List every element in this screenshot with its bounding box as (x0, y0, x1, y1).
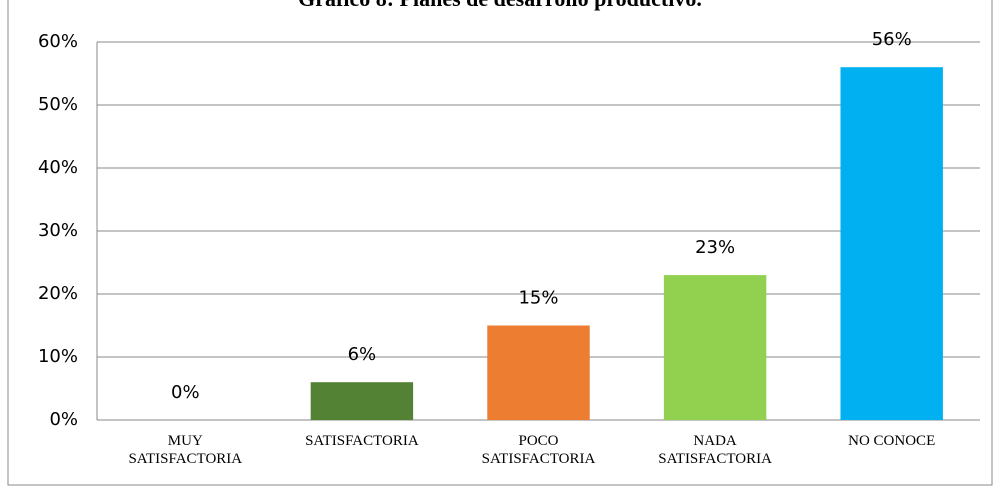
data-label: 23% (695, 237, 735, 258)
bar (663, 275, 767, 420)
data-label: 15% (518, 288, 558, 309)
bar (310, 382, 414, 420)
y-tick-label: 20% (38, 283, 78, 304)
y-tick-label: 40% (38, 157, 78, 178)
chart-border (7, 0, 993, 486)
data-label: 6% (348, 344, 377, 365)
bar (487, 325, 590, 420)
data-label: 56% (872, 29, 912, 50)
y-tick-label: 60% (38, 31, 78, 52)
chart-title: Gráfico 8: Planes de desarrollo producti… (298, 0, 702, 11)
x-tick-label: SATISFACTORIA (305, 433, 419, 449)
y-tick-label: 50% (38, 94, 78, 115)
y-tick-label: 30% (38, 220, 78, 241)
x-tick-label: NADA SATISFACTORIA (658, 433, 772, 467)
x-tick-label: NO CONOCE (848, 433, 936, 449)
x-tick-label: POCO SATISFACTORIA (481, 433, 596, 467)
data-label: 0% (171, 382, 200, 403)
y-tick-label: 0% (49, 409, 78, 430)
bar (840, 67, 943, 420)
x-tick-label: MUY SATISFACTORIA (128, 433, 243, 467)
y-tick-label: 10% (38, 346, 78, 367)
